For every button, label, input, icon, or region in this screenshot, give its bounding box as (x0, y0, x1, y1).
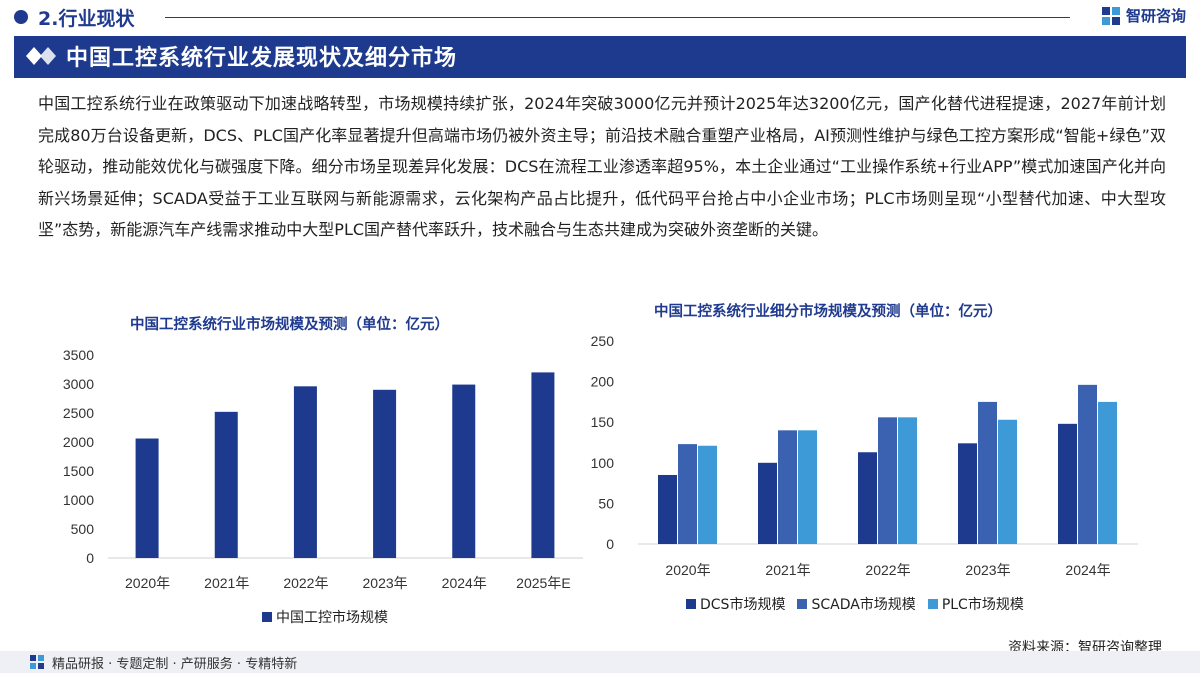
header-band (14, 36, 1186, 78)
chart1-legend: 中国工控市场规模 (262, 607, 400, 627)
page-title: 中国工控系统行业发展现状及细分市场 (66, 46, 458, 71)
chart2-bar (658, 474, 677, 544)
legend-label: PLC市场规模 (941, 597, 1024, 613)
chart2-title: 中国工控系统行业细分市场规模及预测（单位：亿元） (654, 304, 1002, 320)
chart2-ytick: 50 (598, 495, 614, 511)
chart2-category-label: 2023年 (965, 562, 1010, 578)
footer-text: 精品研报 · 专题定制 · 产研服务 · 专精特新 (52, 657, 298, 672)
chart1-ytick: 2000 (63, 434, 94, 450)
chart2-legend-item: PLC市场规模 (927, 594, 1024, 614)
footer-band (0, 651, 1200, 673)
chart1-ytick: 500 (71, 521, 95, 537)
chart2-bar (958, 443, 977, 544)
chart1-bar (373, 389, 397, 558)
chart1-category-label: 2023年 (363, 575, 408, 591)
chart2-bar (678, 444, 697, 544)
chart1-category-label: 2024年 (442, 575, 487, 591)
top-bar: 2.行业现状 智研咨询 (0, 0, 1200, 34)
brand-name: 智研咨询 (1125, 7, 1186, 25)
intro-paragraph: 中国工控系统行业在政策驱动下加速战略转型，市场规模持续扩张，2024年突破300… (38, 94, 1166, 239)
chart1-category-label: 2021年 (204, 575, 249, 591)
chart2-bar (758, 462, 777, 544)
chart2-bar (858, 452, 877, 544)
chart2-bar (878, 417, 897, 544)
legend-label: 中国工控市场规模 (276, 610, 388, 626)
chart2-ytick: 150 (591, 414, 615, 430)
chart1-category-label: 2022年 (283, 575, 328, 591)
chart2-bar (778, 430, 797, 544)
chart2-ytick: 100 (591, 455, 615, 471)
chart2-bar (898, 417, 917, 544)
chart2-category-label: 2024年 (1065, 562, 1110, 578)
chart2-legend-item: DCS市场规模 (686, 594, 785, 614)
chart1-bar (214, 411, 238, 558)
chart1-ytick: 0 (86, 550, 94, 566)
chart1-legend-item: 中国工控市场规模 (262, 607, 388, 627)
chart2-category-label: 2020年 (665, 562, 710, 578)
chart1-bar (452, 384, 476, 558)
chart2-bar (1058, 423, 1077, 544)
chart1-bar (531, 372, 555, 558)
chart2-bar (798, 430, 817, 544)
diamond-icon (26, 47, 56, 65)
chart2-bar (1098, 401, 1117, 544)
section-title: 2.行业现状 (38, 8, 135, 30)
legend-swatch (686, 599, 696, 609)
chart1-ytick: 3500 (63, 347, 94, 363)
legend-label: DCS市场规模 (700, 597, 786, 613)
chart2-legend: DCS市场规模 SCADA市场规模 PLC市场规模 (686, 594, 1036, 614)
chart1-bar (135, 438, 159, 558)
chart1-ytick: 1000 (63, 492, 94, 508)
section-bullet-icon (14, 10, 28, 24)
chart1-bar (293, 386, 317, 558)
section-divider (165, 17, 1070, 18)
brand-logo-icon (1101, 6, 1120, 25)
chart2-ytick: 200 (591, 374, 615, 390)
chart1-ytick: 3000 (63, 376, 94, 392)
footer-logo-icon (30, 655, 44, 669)
chart2-bar (1078, 384, 1097, 544)
legend-label: SCADA市场规模 (811, 597, 916, 613)
chart1-category-label: 2020年 (125, 575, 170, 591)
chart2-ytick: 250 (591, 333, 615, 349)
chart2-ytick: 0 (606, 536, 614, 552)
legend-swatch (797, 599, 808, 609)
legend-swatch (927, 599, 938, 609)
chart2-bar (978, 401, 997, 544)
chart2-category-label: 2021年 (765, 562, 810, 578)
chart2-category-label: 2022年 (865, 562, 910, 578)
chart2-bar (698, 445, 717, 544)
chart1-ytick: 2500 (63, 405, 94, 421)
chart2-bar (998, 419, 1017, 544)
chart2-legend-item: SCADA市场规模 (797, 594, 916, 614)
brand[interactable]: 智研咨询 (1101, 5, 1186, 26)
legend-swatch (262, 612, 272, 622)
chart1-category-label: 2025年E (516, 575, 570, 591)
chart1-ytick: 1500 (63, 463, 94, 479)
chart1-title: 中国工控系统行业市场规模及预测（单位：亿元） (130, 317, 449, 333)
